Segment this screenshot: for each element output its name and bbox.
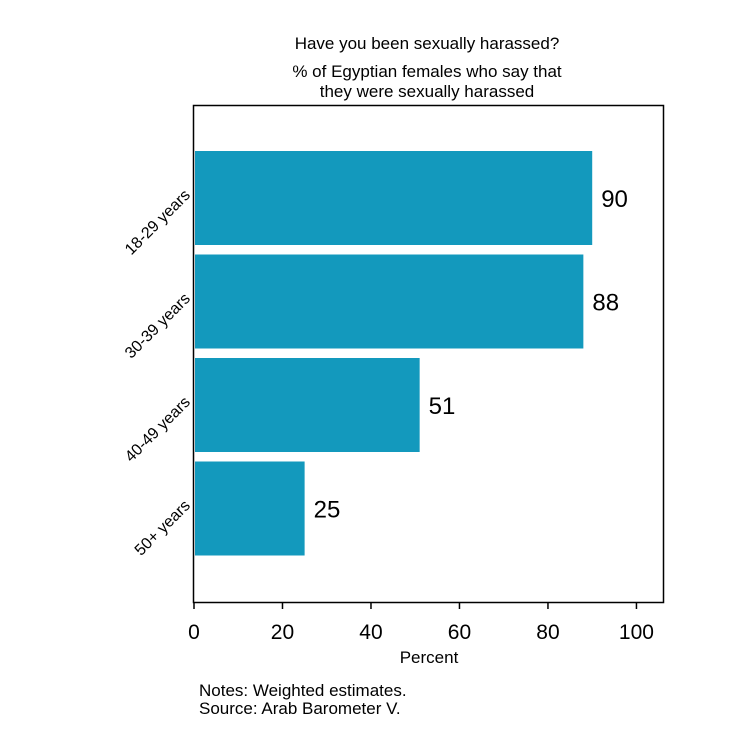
category-label: 30-39 years: [122, 290, 194, 362]
category-label: 40-49 years: [122, 394, 194, 466]
bar-value-label: 25: [314, 497, 341, 524]
bar-40-49-years: [195, 358, 420, 452]
notes-text: Notes: Weighted estimates.: [199, 681, 407, 700]
category-labels: 18-29 years 30-39 years 40-49 years 50+ yea…: [122, 187, 194, 560]
x-tick-label: 0: [188, 621, 200, 644]
bar-value-label: 90: [601, 186, 628, 213]
bar-18-29-years: [195, 151, 593, 245]
x-tick-label: 100: [619, 621, 654, 644]
chart-subtitle-line-2: they were sexually harassed: [320, 82, 535, 101]
x-tick-label: 40: [359, 621, 382, 644]
source-text: Source: Arab Barometer V.: [199, 699, 401, 718]
x-tick-label: 20: [271, 621, 294, 644]
x-axis-ticks: 0 20 40 60 80 100: [188, 602, 654, 644]
bar-30-39-years: [195, 254, 584, 349]
category-label: 18-29 years: [122, 187, 194, 259]
chart-title: Have you been sexually harassed?: [295, 34, 560, 53]
value-labels: 90 88 51 25: [314, 186, 628, 524]
bar-value-label: 51: [429, 393, 456, 420]
bar-value-label: 88: [592, 290, 619, 317]
bar-50-years: [195, 461, 305, 556]
x-axis-label: Percent: [400, 648, 459, 667]
x-tick-label: 60: [448, 621, 471, 644]
x-tick-label: 80: [536, 621, 559, 644]
chart-subtitle-line-1: % of Egyptian females who say that: [292, 62, 562, 81]
category-label: 50+ years: [132, 497, 194, 559]
plot-frame: [192, 104, 665, 604]
bars: [195, 151, 593, 556]
